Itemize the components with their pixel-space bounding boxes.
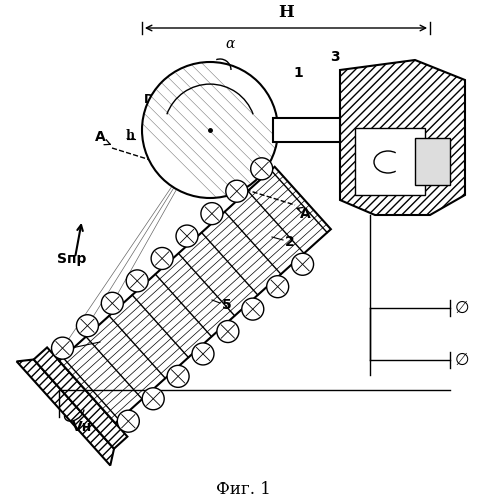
Circle shape — [151, 248, 173, 270]
Circle shape — [201, 202, 223, 224]
Text: 5: 5 — [222, 298, 232, 312]
Polygon shape — [273, 118, 340, 142]
Text: 4: 4 — [52, 341, 62, 355]
Polygon shape — [340, 60, 465, 215]
Circle shape — [142, 388, 164, 410]
Circle shape — [267, 276, 289, 297]
Text: Фиг. 1: Фиг. 1 — [216, 482, 271, 498]
Text: d: d — [248, 131, 258, 145]
Polygon shape — [415, 138, 450, 185]
Text: ∅: ∅ — [455, 299, 469, 317]
Text: 3: 3 — [330, 50, 339, 64]
Circle shape — [52, 337, 74, 359]
Text: V₃: V₃ — [379, 154, 397, 170]
Text: Vн: Vн — [72, 420, 93, 434]
Circle shape — [117, 410, 139, 432]
Circle shape — [242, 298, 264, 320]
Circle shape — [226, 180, 248, 202]
Circle shape — [251, 158, 273, 180]
Text: A: A — [94, 130, 105, 144]
Text: Dсф: Dсф — [144, 94, 174, 106]
Circle shape — [167, 366, 189, 388]
Text: 2: 2 — [285, 235, 295, 249]
Circle shape — [217, 320, 239, 342]
Text: 1: 1 — [293, 66, 303, 80]
Polygon shape — [59, 167, 331, 423]
Text: h: h — [126, 129, 135, 142]
Polygon shape — [34, 348, 128, 448]
Polygon shape — [355, 128, 425, 195]
Circle shape — [142, 62, 278, 198]
Circle shape — [101, 292, 123, 314]
Text: Sпр: Sпр — [57, 252, 87, 266]
Circle shape — [192, 343, 214, 365]
Text: A: A — [300, 207, 310, 221]
Text: ∅: ∅ — [455, 351, 469, 369]
Circle shape — [76, 314, 98, 336]
Text: O: O — [215, 144, 226, 157]
Circle shape — [126, 270, 148, 292]
Circle shape — [292, 254, 314, 276]
Polygon shape — [17, 360, 114, 466]
Circle shape — [176, 225, 198, 247]
Text: H: H — [278, 4, 294, 21]
Text: α: α — [225, 37, 235, 51]
